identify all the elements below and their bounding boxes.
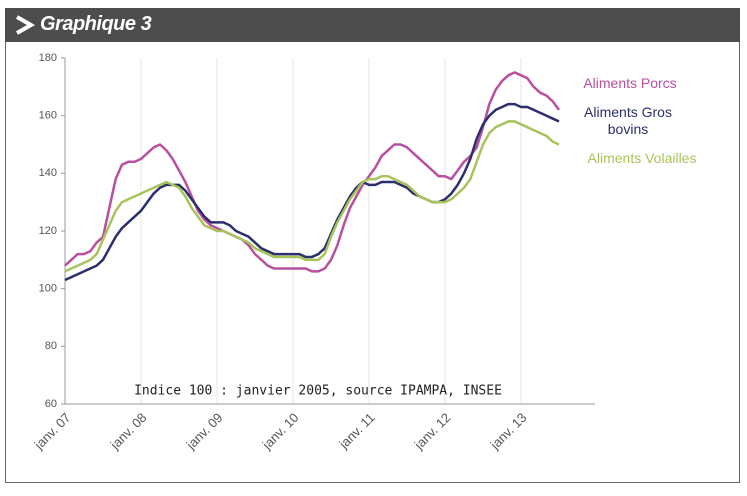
x-tick-label: janv. 09 <box>183 410 226 453</box>
legend-entry: Aliments Volailles <box>587 150 697 166</box>
x-tick-label: janv. 11 <box>335 410 377 452</box>
y-tick-label: 160 <box>39 110 57 122</box>
chart-title: Graphique 3 <box>40 13 152 35</box>
y-tick-label: 60 <box>45 398 57 410</box>
series-line <box>64 71 561 273</box>
legend-entry: Aliments Gros bovins <box>584 104 672 137</box>
y-tick-label: 180 <box>39 52 57 64</box>
series-line <box>64 120 560 273</box>
y-tick-label: 80 <box>45 340 57 352</box>
y-tick-label: 140 <box>39 167 57 179</box>
series-line <box>64 102 560 282</box>
x-tick-label: janv. 07 <box>31 410 74 453</box>
header-bar <box>5 8 740 42</box>
x-tick-label: janv. 12 <box>411 410 454 453</box>
y-tick-label: 120 <box>39 225 57 237</box>
annotation: Indice 100 : janvier 2005, source IPAMPA… <box>134 384 502 399</box>
y-tick-label: 100 <box>39 283 57 295</box>
chevron-icon <box>16 15 36 35</box>
legend-entry: Aliments Porcs <box>583 75 677 91</box>
x-tick-label: janv. 13 <box>487 410 530 453</box>
x-tick-label: janv. 08 <box>107 410 150 453</box>
x-tick-label: janv. 10 <box>259 410 302 453</box>
